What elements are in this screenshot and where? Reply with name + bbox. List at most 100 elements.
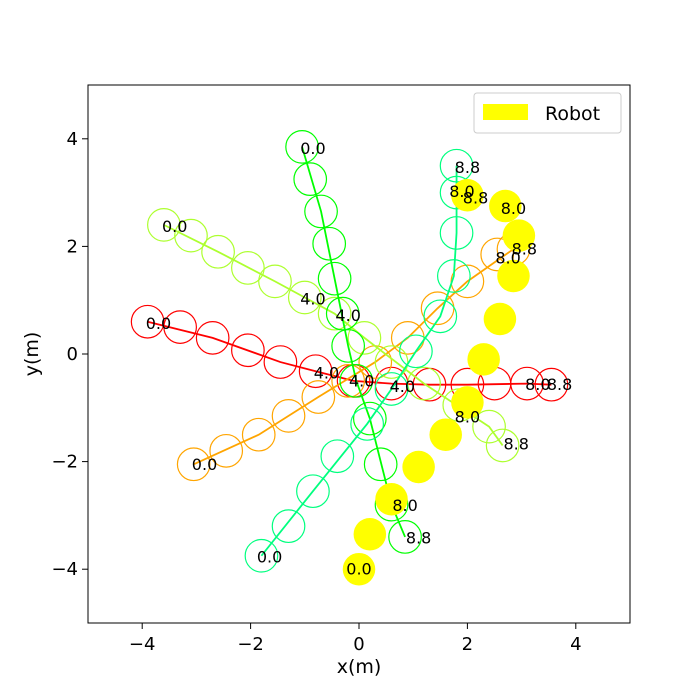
robot-position xyxy=(429,418,462,451)
robot-position xyxy=(402,450,435,484)
agent-5-position xyxy=(399,334,433,369)
agent-1-position xyxy=(163,310,198,344)
x-tick-label: 0 xyxy=(353,634,364,655)
agent-2-position xyxy=(271,399,306,433)
y-tick-label: −4 xyxy=(51,559,78,580)
agent-2-time-label: 8.0 xyxy=(495,249,520,268)
agent-1-position xyxy=(534,367,569,402)
agent-4-position xyxy=(312,226,347,261)
agent-3-position xyxy=(258,264,292,299)
agent-5-position xyxy=(374,372,409,406)
agent-5-position xyxy=(320,439,355,474)
y-axis: −4 −2 0 2 4 xyxy=(51,129,88,580)
agent-4-time-label: 8.8 xyxy=(406,528,431,547)
trajectories xyxy=(130,130,569,586)
agent-3-position xyxy=(485,428,520,463)
agent-5-position xyxy=(423,299,458,334)
agent-5-time-label: 8.8 xyxy=(455,158,480,177)
agent-3-position xyxy=(174,218,208,253)
agent-2-time-label: 8.8 xyxy=(512,240,537,259)
agent-5-position xyxy=(244,538,279,573)
agent-2-position xyxy=(209,433,244,468)
agent-2-path xyxy=(193,248,514,466)
x-tick-label: −4 xyxy=(129,634,156,655)
agent-3-position xyxy=(407,366,441,401)
x-axis-label: x(m) xyxy=(337,656,382,678)
robot-position xyxy=(375,483,408,516)
agent-5-time-label: 8.0 xyxy=(449,182,474,201)
agent-2-position xyxy=(301,380,336,414)
agent-1-position xyxy=(195,320,230,355)
agent-5-position xyxy=(296,474,330,509)
agent-3-position xyxy=(147,208,181,242)
agent-4-position xyxy=(304,194,338,229)
agent-3-position xyxy=(231,251,265,285)
legend-box xyxy=(473,92,622,134)
agent-5-path xyxy=(260,165,458,557)
agent-2-position xyxy=(331,364,366,398)
agent-2-time-label: 0.0 xyxy=(192,455,217,474)
agent-2-position xyxy=(241,417,276,452)
agent-5-position xyxy=(350,407,384,441)
agent-1-position xyxy=(298,354,333,389)
agent-1-time-label: 8.8 xyxy=(547,375,572,394)
agent-4-position xyxy=(352,401,387,436)
agent-1-time-label: 8.0 xyxy=(525,375,550,394)
agent-5-time-label: 4.0 xyxy=(349,371,374,390)
agent-4-position xyxy=(317,261,352,296)
y-tick-label: 0 xyxy=(67,344,78,365)
agent-3-time-label: 8.8 xyxy=(503,434,528,453)
agent-3-position xyxy=(347,320,382,355)
legend: Robot xyxy=(473,92,622,134)
time-labels: 0.04.08.08.80.08.08.80.04.08.08.80.04.08… xyxy=(146,139,573,579)
agent-5-trajectory xyxy=(244,148,474,573)
agent-1-position xyxy=(263,345,298,379)
robot-position xyxy=(342,552,376,586)
robot-position xyxy=(451,386,484,419)
agent-4-position xyxy=(293,162,328,197)
robot-position xyxy=(502,219,536,252)
agent-4-position xyxy=(388,520,422,554)
y-tick-label: −2 xyxy=(51,452,78,473)
robot-position xyxy=(353,517,387,551)
x-tick-label: 4 xyxy=(570,634,581,655)
robot-trajectory xyxy=(342,179,536,586)
y-tick-label: 4 xyxy=(67,129,78,150)
agent-5-position xyxy=(439,216,474,250)
agent-4-time-label: 0.0 xyxy=(300,139,325,158)
agent-4-position xyxy=(339,364,374,398)
agent-3-time-label: 4.0 xyxy=(300,290,325,309)
legend-swatch-robot xyxy=(483,104,528,120)
agent-4-position xyxy=(331,329,366,363)
agent-3-position xyxy=(374,345,409,379)
agent-1-position xyxy=(130,304,165,339)
robot-position xyxy=(483,302,517,336)
agent-4-position xyxy=(325,296,360,331)
y-axis-label: y(m) xyxy=(21,332,43,377)
x-tick-label: 2 xyxy=(462,634,473,655)
robot-position xyxy=(467,343,500,376)
robot-position xyxy=(497,259,530,293)
x-axis: −4 −2 0 2 4 xyxy=(129,623,582,655)
agent-5-position xyxy=(436,259,471,293)
y-tick-label: 2 xyxy=(67,236,78,257)
agent-3-position xyxy=(201,234,235,269)
x-tick-label: −2 xyxy=(237,634,264,655)
robot-position xyxy=(451,179,484,212)
agent-1-position xyxy=(231,333,265,368)
agent-3-position xyxy=(472,409,506,444)
agent-4-time-label: 4.0 xyxy=(335,306,360,325)
agent-1-time-label: 0.0 xyxy=(146,314,171,333)
robot-time-label: 8.0 xyxy=(501,199,526,218)
agent-4-position xyxy=(363,447,398,482)
agent-5-time-label: 0.0 xyxy=(257,547,282,566)
agent-4-time-label: 8.0 xyxy=(392,496,417,515)
agent-1-time-label: 4.0 xyxy=(314,363,339,382)
agent-2-position xyxy=(176,447,211,482)
robot-time-label: 0.0 xyxy=(346,560,371,579)
agent-5-position xyxy=(271,509,306,544)
agent-4-position xyxy=(285,130,319,164)
agent-5-time-label: 4.0 xyxy=(390,377,415,396)
agent-5-time-label: 8.8 xyxy=(463,188,488,207)
